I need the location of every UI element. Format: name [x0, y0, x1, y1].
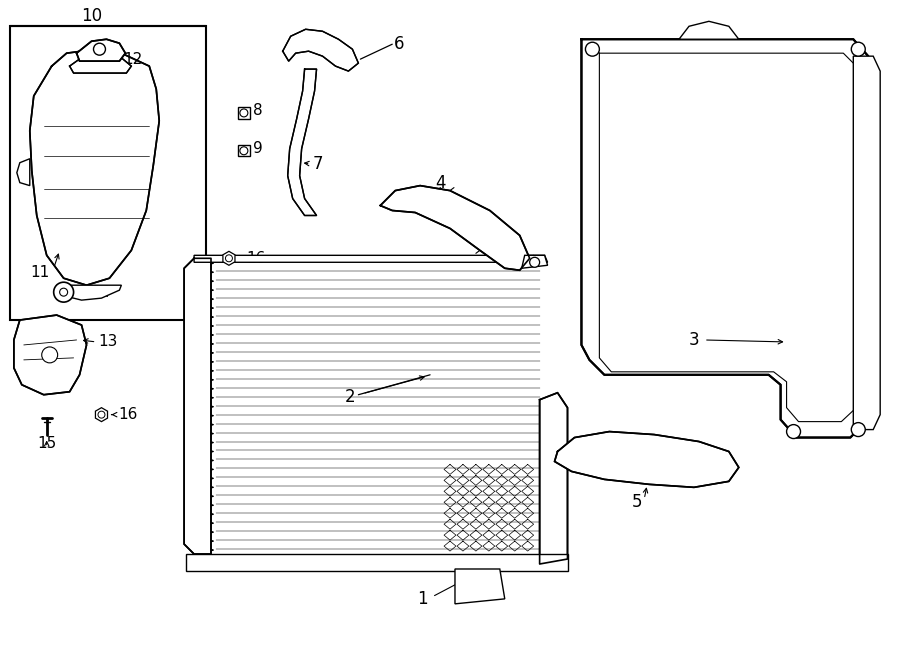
- Polygon shape: [76, 39, 125, 61]
- Polygon shape: [211, 258, 544, 554]
- Polygon shape: [238, 145, 249, 157]
- Circle shape: [98, 411, 105, 418]
- Text: 6: 6: [394, 35, 405, 53]
- Circle shape: [851, 422, 865, 436]
- Text: 9: 9: [253, 141, 263, 156]
- Circle shape: [54, 282, 74, 302]
- Circle shape: [851, 42, 865, 56]
- Text: 5: 5: [632, 493, 643, 511]
- Text: 16: 16: [246, 251, 266, 266]
- Polygon shape: [194, 255, 547, 262]
- Polygon shape: [57, 285, 122, 300]
- Text: 16: 16: [119, 407, 138, 422]
- Text: 12: 12: [123, 52, 142, 67]
- Polygon shape: [238, 107, 249, 118]
- Polygon shape: [522, 255, 547, 268]
- Bar: [10, 26, 206, 320]
- Polygon shape: [223, 251, 235, 265]
- Circle shape: [787, 424, 800, 438]
- Polygon shape: [186, 554, 568, 571]
- Polygon shape: [540, 393, 568, 564]
- Polygon shape: [288, 69, 317, 215]
- Circle shape: [94, 43, 105, 55]
- Polygon shape: [554, 432, 739, 487]
- Text: 3: 3: [688, 331, 699, 349]
- Text: 14: 14: [92, 285, 111, 299]
- Text: 7: 7: [312, 155, 323, 173]
- Text: 13: 13: [98, 334, 118, 350]
- Polygon shape: [17, 159, 30, 186]
- Text: 1: 1: [418, 590, 428, 608]
- Polygon shape: [853, 56, 880, 430]
- Text: 4: 4: [435, 174, 446, 192]
- Circle shape: [41, 347, 58, 363]
- Text: 2: 2: [345, 388, 356, 406]
- Circle shape: [59, 288, 68, 296]
- Polygon shape: [283, 29, 358, 71]
- Polygon shape: [30, 49, 159, 285]
- Text: 15: 15: [37, 436, 57, 451]
- Circle shape: [240, 109, 248, 117]
- Text: 8: 8: [253, 103, 263, 118]
- Polygon shape: [581, 39, 868, 438]
- Circle shape: [225, 255, 232, 262]
- Polygon shape: [381, 186, 530, 270]
- Circle shape: [240, 147, 248, 155]
- Polygon shape: [455, 569, 505, 604]
- Polygon shape: [69, 53, 131, 73]
- Polygon shape: [14, 315, 86, 395]
- Polygon shape: [184, 258, 211, 554]
- Polygon shape: [95, 408, 107, 422]
- Text: 11: 11: [31, 265, 50, 280]
- Text: 10: 10: [81, 7, 102, 25]
- Circle shape: [585, 42, 599, 56]
- Circle shape: [530, 257, 540, 267]
- Polygon shape: [679, 21, 739, 39]
